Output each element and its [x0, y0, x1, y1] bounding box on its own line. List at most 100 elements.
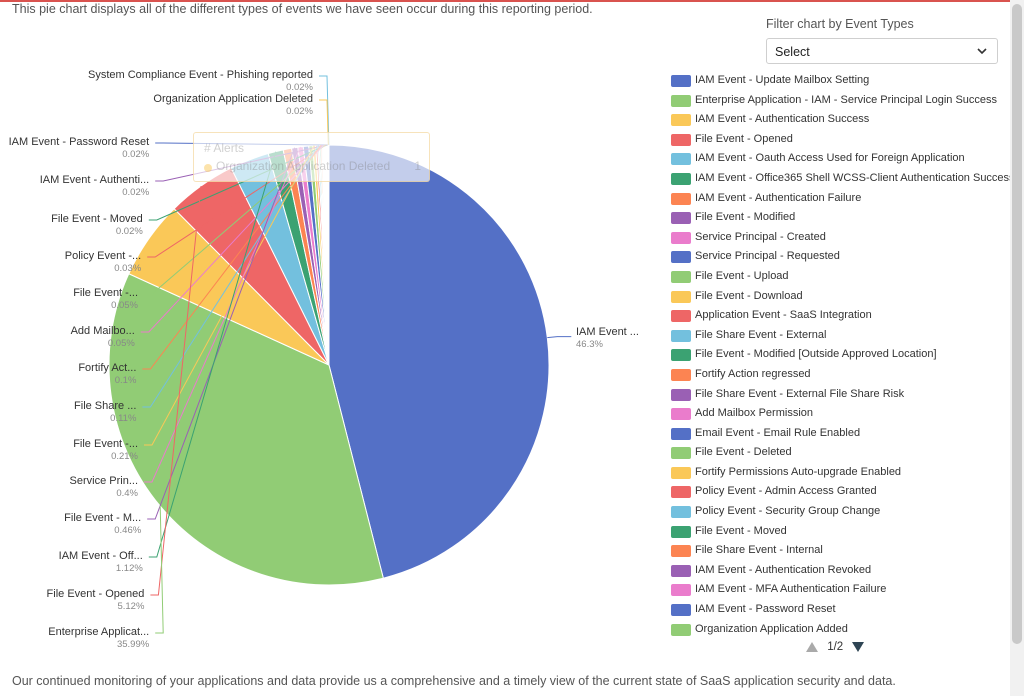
- legend-swatch: [671, 408, 691, 421]
- legend-item[interactable]: IAM Event - Authentication Success: [668, 111, 1013, 131]
- legend-item[interactable]: File Event - Deleted: [668, 444, 1013, 464]
- legend-item[interactable]: IAM Event - Password Reset: [668, 601, 1013, 621]
- legend-swatch: [671, 388, 691, 401]
- legend-label: Organization Application Added: [695, 622, 848, 635]
- slice-labels: IAM Event ...46.3% System Compliance Even…: [9, 69, 639, 650]
- slice-percent: 0.46%: [114, 525, 141, 536]
- legend-item[interactable]: IAM Event - Update Mailbox Setting: [668, 72, 1013, 92]
- leader-line: [147, 144, 327, 258]
- slice-label: File Event -...: [73, 438, 138, 450]
- legend-label: File Share Event - External: [695, 328, 827, 341]
- page-scrollbar[interactable]: [1010, 0, 1024, 696]
- legend-item[interactable]: File Share Event - External: [668, 327, 1013, 347]
- event-types-pie-chart: IAM Event ...46.3% System Compliance Even…: [9, 69, 639, 650]
- legend-swatch: [671, 623, 691, 636]
- slice-label: Add Mailbo...: [71, 325, 135, 337]
- slice-percent: 0.02%: [116, 226, 143, 237]
- legend-item[interactable]: Fortify Permissions Auto-upgrade Enabled: [668, 464, 1013, 484]
- legend-item[interactable]: File Event - Upload: [668, 268, 1013, 288]
- legend-label: File Event - Opened: [695, 132, 793, 145]
- legend-item[interactable]: Service Principal - Created: [668, 229, 1013, 249]
- slice-label: IAM Event ...: [576, 326, 639, 338]
- legend-swatch: [671, 368, 691, 381]
- legend-item[interactable]: IAM Event - MFA Authentication Failure: [668, 581, 1013, 601]
- legend-swatch: [671, 349, 691, 362]
- slice-label: File Event - Moved: [51, 213, 143, 225]
- slice-percent: 0.05%: [111, 300, 138, 311]
- slice-label: System Compliance Event - Phishing repor…: [88, 69, 313, 81]
- event-type-filter-select[interactable]: Select: [766, 38, 998, 64]
- legend-label: Policy Event - Security Group Change: [695, 505, 881, 518]
- legend-swatch: [671, 584, 691, 597]
- legend-item[interactable]: File Event - Modified [Outside Approved …: [668, 346, 1013, 366]
- filter-label: Filter chart by Event Types: [766, 17, 914, 31]
- legend-item[interactable]: File Event - Opened: [668, 131, 1013, 151]
- leader-line: [155, 506, 164, 634]
- slice-label: IAM Event - Password Reset: [9, 136, 150, 148]
- slice-percent: 0.1%: [115, 375, 137, 386]
- legend-item[interactable]: Policy Event - Security Group Change: [668, 503, 1013, 523]
- legend-item[interactable]: File Event - Moved: [668, 523, 1013, 543]
- legend-label: IAM Event - Update Mailbox Setting: [695, 74, 870, 86]
- tooltip-dot: [204, 164, 212, 172]
- legend-item[interactable]: File Share Event - External File Share R…: [668, 386, 1013, 406]
- tooltip-title: # Alerts: [204, 141, 245, 155]
- slice-label: Enterprise Applicat...: [48, 626, 149, 638]
- legend-swatch: [671, 270, 691, 283]
- slice-percent: 0.05%: [108, 338, 135, 349]
- legend-swatch: [671, 94, 691, 107]
- legend-item[interactable]: Add Mailbox Permission: [668, 405, 1013, 425]
- legend-item[interactable]: Service Principal - Requested: [668, 248, 1013, 268]
- legend-item[interactable]: Fortify Action regressed: [668, 366, 1013, 386]
- legend-swatch: [671, 525, 691, 538]
- legend-label: IAM Event - MFA Authentication Failure: [695, 583, 887, 596]
- slice-percent: 0.4%: [116, 488, 138, 499]
- legend-item[interactable]: File Event - Modified: [668, 209, 1013, 229]
- slice-label: File Event -...: [73, 287, 138, 299]
- legend-item[interactable]: File Share Event - Internal: [668, 542, 1013, 562]
- legend-swatch: [671, 466, 691, 479]
- slice-percent: 1.12%: [116, 563, 143, 574]
- slice-label: IAM Event - Authenti...: [40, 174, 149, 186]
- filter-select-value: Select: [775, 45, 810, 59]
- leader-line: [144, 146, 301, 483]
- slice-percent: 0.02%: [286, 106, 313, 117]
- legend-label: File Share Event - External File Share R…: [695, 387, 905, 400]
- legend-swatch: [671, 329, 691, 342]
- legend-swatch: [671, 506, 691, 519]
- leader-line: [142, 144, 322, 370]
- slice-percent: 0.02%: [122, 187, 149, 198]
- legend-label: Service Principal - Created: [695, 230, 826, 243]
- legend-label: Service Principal - Requested: [695, 250, 840, 263]
- legend-label: IAM Event - Authentication Failure: [695, 191, 862, 204]
- legend-label: Email Event - Email Rule Enabled: [695, 426, 861, 439]
- legend-item[interactable]: IAM Event - Office365 Shell WCSS-Client …: [668, 170, 1015, 190]
- legend-label: File Event - Modified [Outside Approved …: [695, 348, 937, 361]
- legend-label: IAM Event - Oauth Access Used for Foreig…: [695, 152, 965, 165]
- legend-item[interactable]: Email Event - Email Rule Enabled: [668, 425, 1013, 445]
- legend-swatch: [671, 604, 691, 617]
- legend-label: File Event - Modified: [695, 211, 796, 224]
- legend-swatch: [671, 172, 691, 185]
- legend-item[interactable]: IAM Event - Authentication Revoked: [668, 562, 1013, 582]
- legend-item[interactable]: Enterprise Application - IAM - Service P…: [668, 92, 1013, 112]
- legend-next-page-icon[interactable]: [852, 642, 865, 652]
- legend-item[interactable]: IAM Event - Oauth Access Used for Foreig…: [668, 150, 1013, 170]
- legend-label: IAM Event - Authentication Success: [695, 113, 870, 126]
- slice-percent: 0.03%: [114, 263, 141, 274]
- legend-prev-page-icon[interactable]: [806, 642, 818, 652]
- legend-item[interactable]: File Event - Download: [668, 288, 1013, 308]
- chevron-down-icon: [977, 48, 987, 55]
- tooltip-value: 1: [414, 159, 421, 173]
- legend-item[interactable]: Application Event - SaaS Integration: [668, 307, 1013, 327]
- legend-item[interactable]: Policy Event - Admin Access Granted: [668, 483, 1013, 503]
- legend-item[interactable]: Organization Application Added: [668, 621, 1013, 641]
- legend-swatch: [671, 564, 691, 577]
- legend-label: File Event - Moved: [695, 524, 787, 537]
- leader-line: [319, 99, 329, 146]
- legend-item[interactable]: IAM Event - Authentication Failure: [668, 190, 1013, 210]
- footer-text: Our continued monitoring of your applica…: [12, 674, 896, 688]
- legend-label: Fortify Action regressed: [695, 367, 811, 380]
- slice-label: IAM Event - Off...: [59, 550, 143, 562]
- scrollbar-thumb[interactable]: [1012, 4, 1022, 644]
